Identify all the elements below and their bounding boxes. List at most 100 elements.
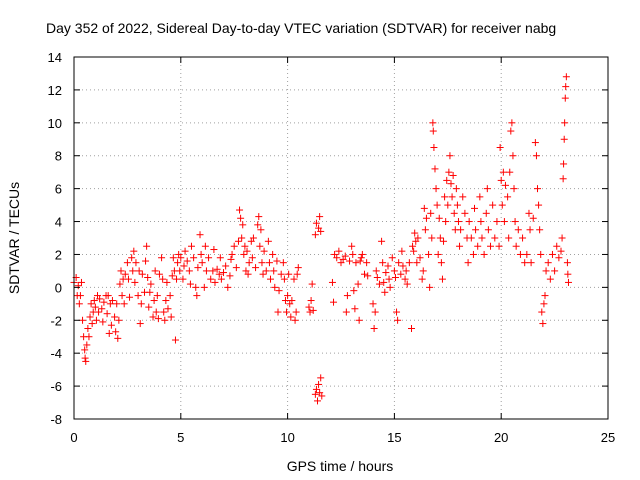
data-point [99, 318, 107, 326]
data-point [482, 209, 490, 217]
data-point [207, 275, 215, 283]
data-point [114, 334, 122, 342]
data-point [542, 267, 550, 275]
data-point [352, 259, 360, 267]
y-tick-label: -4 [50, 346, 62, 361]
data-point [85, 333, 93, 341]
data-point [280, 275, 288, 283]
data-point [440, 237, 448, 245]
data-point [248, 254, 256, 262]
data-point [155, 270, 163, 278]
data-point [476, 193, 484, 201]
data-point [403, 280, 411, 288]
data-point [306, 308, 314, 316]
data-point [315, 380, 323, 388]
data-point [174, 259, 182, 267]
data-point [316, 213, 324, 221]
data-point [372, 267, 380, 275]
data-point [381, 288, 389, 296]
data-point [537, 250, 545, 258]
data-point [111, 313, 119, 321]
data-point [557, 247, 565, 255]
data-point [75, 300, 83, 308]
data-point [82, 357, 90, 365]
data-point [523, 250, 531, 258]
data-point [534, 185, 542, 193]
data-point [562, 73, 570, 81]
data-point [357, 254, 365, 262]
x-tick-label: 10 [280, 430, 294, 445]
plot-frame [73, 56, 609, 420]
data-point [308, 280, 316, 288]
data-point [431, 165, 439, 173]
data-point [461, 209, 469, 217]
x-axis-label: GPS time / hours [287, 458, 394, 474]
data-point [285, 270, 293, 278]
data-point [360, 270, 368, 278]
data-point [98, 305, 106, 313]
data-point [531, 139, 539, 147]
data-point [168, 272, 176, 280]
data-point [384, 262, 392, 270]
y-tick-label: -6 [50, 379, 62, 394]
data-point [217, 275, 225, 283]
data-point [551, 267, 559, 275]
data-point [226, 272, 234, 280]
data-point [454, 218, 462, 226]
data-point [210, 246, 218, 254]
data-point [126, 293, 134, 301]
data-point [427, 209, 435, 217]
data-point [346, 257, 354, 265]
data-point [128, 254, 136, 262]
data-point [290, 275, 298, 283]
data-point [205, 254, 213, 262]
data-point [445, 168, 453, 176]
data-point [484, 226, 492, 234]
data-point [84, 325, 92, 332]
data-point [512, 242, 520, 250]
data-point [92, 316, 100, 324]
data-point [495, 242, 503, 250]
data-point [201, 242, 209, 250]
data-point [435, 214, 443, 222]
data-point [333, 254, 341, 262]
data-point [293, 270, 301, 278]
data-point [525, 209, 533, 217]
data-point [200, 283, 208, 291]
data-point [375, 280, 383, 288]
x-tick-label: 0 [70, 430, 77, 445]
chart-title: Day 352 of 2022, Sidereal Day-to-day VTE… [46, 20, 556, 36]
data-point [224, 283, 232, 291]
data-point [380, 278, 388, 286]
data-point [158, 254, 166, 262]
data-point [95, 308, 103, 316]
data-point [561, 119, 569, 127]
data-point [544, 259, 552, 267]
data-point [181, 247, 189, 255]
data-point [257, 226, 265, 234]
data-point [350, 287, 358, 295]
data-point [540, 300, 548, 308]
data-point [430, 144, 438, 151]
data-point [267, 275, 275, 283]
data-point [370, 325, 378, 332]
data-point [379, 259, 387, 267]
data-point [198, 259, 206, 267]
data-point [343, 292, 351, 300]
data-point [243, 247, 251, 255]
data-point [83, 341, 91, 349]
data-point [514, 226, 522, 234]
data-point [474, 242, 482, 250]
data-point [146, 288, 154, 296]
data-point [541, 292, 549, 300]
data-point [434, 250, 442, 258]
data-point [506, 168, 514, 176]
data-point [234, 237, 242, 245]
data-point [447, 180, 455, 188]
data-point [444, 201, 452, 209]
data-point [238, 234, 246, 242]
data-point [283, 308, 291, 316]
data-point [464, 259, 472, 267]
data-point [142, 257, 150, 265]
